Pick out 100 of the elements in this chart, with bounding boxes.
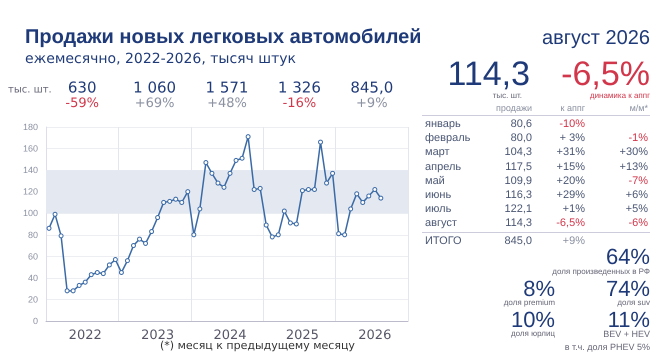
category-label: февраль — [425, 132, 470, 144]
point — [354, 191, 360, 196]
point — [294, 222, 299, 226]
data-label: +20% — [556, 174, 585, 187]
point — [348, 206, 354, 212]
point — [318, 140, 324, 145]
point — [264, 222, 269, 228]
data-label: -6,5% — [556, 217, 585, 230]
y-tick-label: 160 — [22, 144, 38, 154]
point — [124, 258, 130, 264]
data-label: +31% — [556, 146, 585, 158]
text: тыс. шт. — [492, 91, 522, 100]
data-label: 109,9 — [504, 174, 532, 187]
text: к аппг — [560, 103, 585, 113]
text: 630 — [68, 78, 97, 96]
point — [330, 170, 336, 176]
text: BEV + HEV — [603, 329, 650, 339]
point — [52, 212, 58, 217]
point — [246, 134, 251, 140]
text: доля юрлиц — [510, 329, 555, 338]
text: 845,0 — [350, 78, 394, 96]
chart-title: Продажи новых легковых автомобилей — [25, 26, 422, 48]
text: 11% — [608, 307, 650, 332]
point — [276, 232, 281, 238]
point — [100, 271, 106, 276]
text: доля suv — [617, 298, 650, 307]
point — [234, 158, 239, 163]
point — [270, 234, 275, 240]
point — [197, 206, 202, 212]
data-label: 116,3 — [505, 189, 532, 201]
point — [76, 282, 82, 288]
point — [64, 288, 70, 294]
category-label: март — [425, 146, 450, 158]
point — [118, 270, 124, 275]
point — [288, 220, 293, 226]
point — [215, 180, 220, 186]
data-label: 117,5 — [505, 160, 532, 173]
data-label: 104,3 — [504, 146, 532, 158]
data-label: 80,0 — [510, 132, 532, 144]
text: 1 326 — [278, 78, 321, 96]
point — [94, 270, 100, 275]
y-tick-label: 180 — [22, 122, 38, 132]
text: 845,0 — [504, 235, 532, 247]
data-label: 122,1 — [504, 203, 532, 216]
text: м/м* — [630, 103, 648, 113]
data-label: +5% — [626, 203, 648, 216]
data-label: +1% — [562, 203, 585, 216]
data-label: 114,3 — [505, 217, 532, 230]
data-label: +29% — [556, 189, 585, 201]
point — [130, 243, 136, 248]
x-tick-label: 2022 — [68, 328, 102, 343]
point — [378, 196, 384, 201]
text: август 2026 — [542, 27, 650, 49]
point — [228, 170, 233, 176]
point — [167, 198, 172, 204]
point — [70, 288, 76, 294]
text: доля premium — [504, 298, 555, 307]
point — [312, 187, 317, 192]
text: 74% — [606, 276, 650, 301]
data-label: +13% — [620, 160, 648, 173]
text: +9% — [562, 235, 585, 247]
data-label: +6% — [626, 189, 648, 201]
point — [191, 232, 196, 238]
point — [282, 208, 287, 214]
y-tick-label: 120 — [22, 186, 38, 197]
text: 1 571 — [206, 78, 248, 96]
point — [342, 232, 348, 238]
text: -59% — [65, 96, 99, 111]
point — [155, 215, 160, 220]
point — [143, 240, 148, 246]
text: ИТОГО — [425, 235, 462, 247]
y-tick-label: 20 — [28, 294, 38, 304]
point — [137, 236, 142, 242]
data-label: + 3% — [560, 132, 585, 144]
data-label: -10% — [559, 118, 585, 130]
x-tick-label: 2026 — [358, 328, 392, 343]
data-label: 80,6 — [510, 118, 532, 130]
text: доля произведенных в РФ — [552, 267, 650, 276]
point — [360, 200, 366, 205]
point — [306, 187, 311, 192]
y-axis-title: тыс. шт. — [8, 84, 52, 96]
point — [258, 186, 263, 191]
data-label: +15% — [556, 160, 585, 173]
text: 10% — [510, 307, 555, 332]
category-label: июнь — [425, 189, 452, 201]
point — [209, 170, 214, 176]
data-label: +30% — [620, 146, 648, 158]
text: +69% — [134, 96, 174, 111]
point — [46, 226, 52, 231]
point — [82, 280, 88, 285]
data-label: -1% — [628, 132, 648, 144]
point — [203, 160, 208, 166]
category-label: январь — [425, 118, 461, 130]
category-label: апрель — [425, 160, 462, 173]
point — [112, 257, 118, 262]
category-label: май — [425, 174, 445, 187]
point — [366, 193, 372, 198]
point — [300, 188, 305, 194]
category-label: август — [425, 217, 457, 230]
point — [106, 262, 112, 268]
